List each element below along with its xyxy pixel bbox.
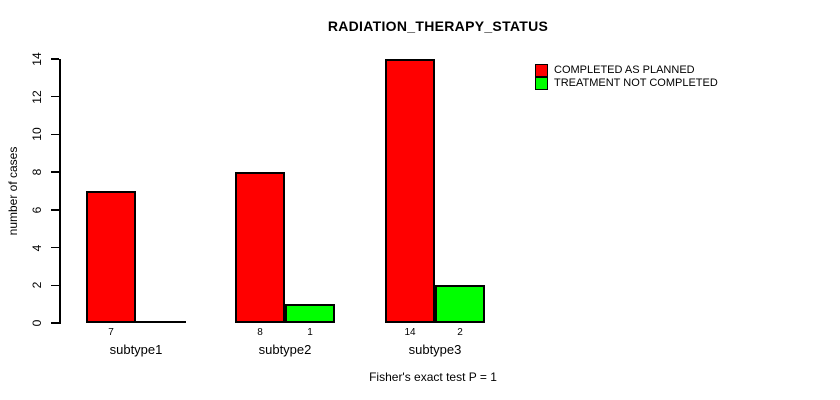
category-label: subtype2 <box>258 342 312 357</box>
y-tick-mark <box>51 246 59 249</box>
bar-value-label: 8 <box>257 327 263 338</box>
category-label: subtype3 <box>408 342 462 357</box>
bar <box>235 172 285 323</box>
bar-zero-baseline <box>136 321 186 323</box>
y-tick-label: 10 <box>30 127 44 142</box>
y-tick-label: 14 <box>30 52 44 66</box>
y-tick-mark <box>51 322 59 324</box>
legend: COMPLETED AS PLANNED TREATMENT NOT COMPLE… <box>535 64 718 90</box>
legend-row: COMPLETED AS PLANNED <box>535 64 718 77</box>
y-tick-label: 6 <box>30 206 44 214</box>
bar <box>435 285 485 323</box>
y-tick-mark <box>51 171 59 173</box>
y-tick-label: 2 <box>30 281 44 289</box>
bar-value-label: 14 <box>404 327 416 338</box>
y-tick-mark <box>51 95 59 98</box>
legend-swatch-icon <box>535 77 548 90</box>
legend-row: TREATMENT NOT COMPLETED <box>535 77 718 90</box>
y-tick-label: 0 <box>30 319 44 327</box>
legend-swatch-icon <box>535 64 548 77</box>
y-tick-label: 8 <box>30 168 44 176</box>
category-label: subtype1 <box>109 342 163 357</box>
bar-value-label: 7 <box>108 327 114 338</box>
footnote: Fisher's exact test P = 1 <box>369 370 497 384</box>
bar <box>86 191 136 323</box>
chart-title: RADIATION_THERAPY_STATUS <box>327 18 549 34</box>
bar <box>385 59 435 323</box>
bar-value-label: 1 <box>307 327 313 338</box>
y-tick-mark <box>51 58 59 60</box>
legend-label: TREATMENT NOT COMPLETED <box>554 77 718 89</box>
y-tick-label: 12 <box>30 90 44 104</box>
bar-value-label: 2 <box>457 327 463 338</box>
legend-label: COMPLETED AS PLANNED <box>554 64 695 76</box>
y-axis-title: number of cases <box>6 146 20 236</box>
bar <box>285 304 335 323</box>
y-tick-mark <box>51 209 59 211</box>
y-axis-line <box>59 59 61 324</box>
y-tick-mark <box>51 133 59 136</box>
y-tick-mark <box>51 284 59 287</box>
y-tick-label: 4 <box>30 244 44 251</box>
